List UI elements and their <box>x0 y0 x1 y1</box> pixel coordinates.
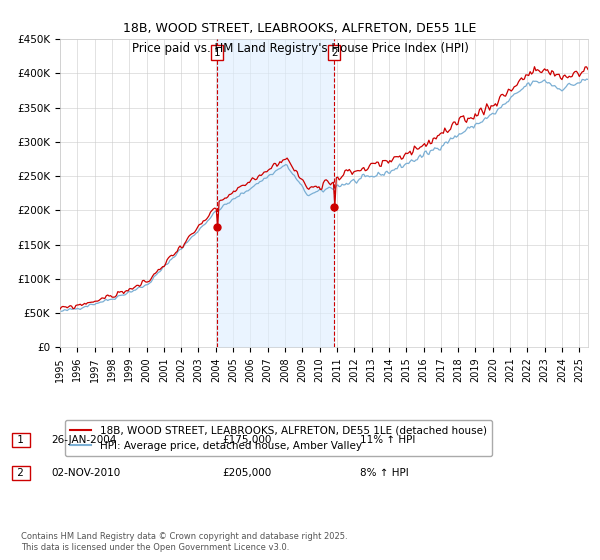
Text: 2: 2 <box>14 468 28 478</box>
Text: 18B, WOOD STREET, LEABROOKS, ALFRETON, DE55 1LE: 18B, WOOD STREET, LEABROOKS, ALFRETON, D… <box>124 22 476 35</box>
Text: 1: 1 <box>14 435 28 445</box>
Text: 26-JAN-2004: 26-JAN-2004 <box>51 435 116 445</box>
Text: 02-NOV-2010: 02-NOV-2010 <box>51 468 120 478</box>
Text: Contains HM Land Registry data © Crown copyright and database right 2025.
This d: Contains HM Land Registry data © Crown c… <box>21 532 347 552</box>
Text: 2: 2 <box>331 48 338 58</box>
Legend: 18B, WOOD STREET, LEABROOKS, ALFRETON, DE55 1LE (detached house), HPI: Average p: 18B, WOOD STREET, LEABROOKS, ALFRETON, D… <box>65 420 492 456</box>
Text: 11% ↑ HPI: 11% ↑ HPI <box>360 435 415 445</box>
Text: 1: 1 <box>214 48 220 58</box>
Text: £205,000: £205,000 <box>222 468 271 478</box>
Text: £175,000: £175,000 <box>222 435 271 445</box>
Text: 8% ↑ HPI: 8% ↑ HPI <box>360 468 409 478</box>
Text: Price paid vs. HM Land Registry's House Price Index (HPI): Price paid vs. HM Land Registry's House … <box>131 42 469 55</box>
